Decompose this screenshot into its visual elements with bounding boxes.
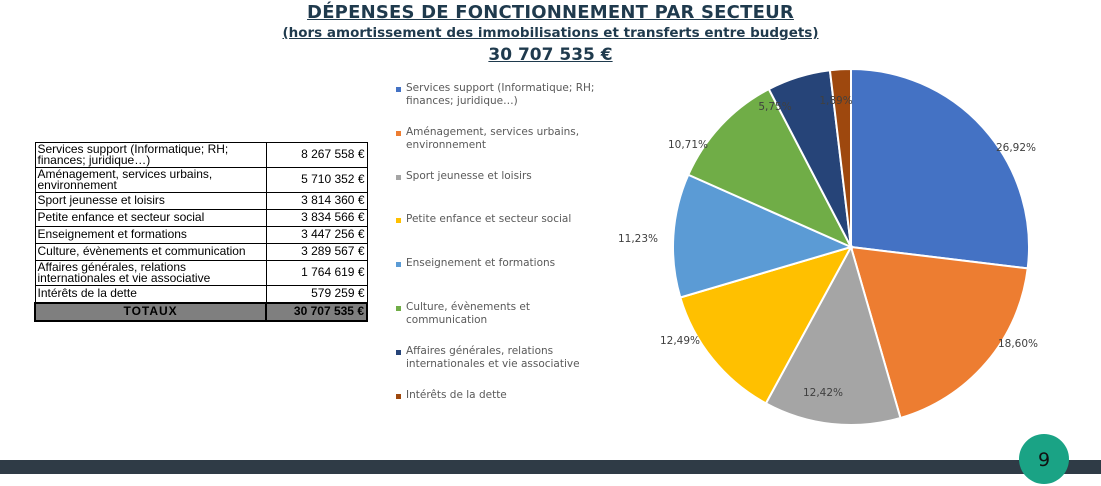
table-cell-value: 3 834 566 € [265, 209, 368, 227]
page-number-badge: 9 [1019, 434, 1069, 484]
table-cell-label: Enseignement et formations [34, 226, 267, 244]
legend-label: Enseignement et formations [406, 257, 556, 269]
legend-swatch [396, 87, 401, 92]
total-amount: 30 707 535 € [488, 45, 613, 65]
legend-label: Affaires générales, relations internatio… [406, 345, 580, 370]
table-cell-label: Affaires générales, relations internatio… [34, 260, 267, 286]
legend-swatch [396, 218, 401, 223]
data-label: 26,92% [996, 142, 1036, 154]
data-label: 5,75% [758, 101, 791, 113]
table-cell-value: 1 764 619 € [265, 260, 368, 286]
table-row: Enseignement et formations 3 447 256 € [34, 226, 368, 244]
legend-swatch [396, 394, 401, 399]
pie-slice [764, 244, 902, 426]
legend-label: Culture, évènements et communication [406, 301, 530, 326]
pie-slice [679, 245, 854, 405]
table-cell-value: 5 710 352 € [265, 167, 368, 193]
table-total-row: TOTAUX 30 707 535 € [33, 302, 368, 322]
legend-label: Intérêts de la dette [406, 389, 507, 401]
legend-label: Aménagement, services urbains, environne… [406, 126, 580, 151]
data-label: 12,49% [660, 335, 700, 347]
table-cell-label: Petite enfance et secteur social [34, 209, 267, 227]
pie-slice [828, 67, 852, 248]
pie-chart: 26,92% 18,60% 12,42% 12,49% 11,23% 10,71% 5,75… [618, 67, 1038, 426]
table-total-label: TOTAUX [33, 302, 268, 322]
table-cell-value: 3 447 256 € [265, 226, 368, 244]
pie-slice [672, 173, 854, 299]
legend-swatch [396, 306, 401, 311]
expenses-table: Services support (Informatique; RH; fina… [33, 142, 368, 322]
table-cell-value: 3 289 567 € [265, 243, 368, 261]
table-cell-label: Aménagement, services urbains, environne… [34, 167, 267, 193]
table-row: Aménagement, services urbains, environne… [34, 167, 368, 193]
legend-swatch [396, 175, 401, 180]
legend-label: Services support (Informatique; RH; fina… [406, 82, 595, 107]
table-total-value: 30 707 535 € [265, 302, 368, 322]
page-subtitle: (hors amortissement des immobilisations … [282, 25, 819, 41]
legend-label: Petite enfance et secteur social [406, 213, 572, 225]
data-label: 12,42% [803, 387, 843, 399]
table-cell-label: Services support (Informatique; RH; fina… [34, 142, 267, 168]
data-label: 1,89% [819, 95, 852, 107]
pie-slice [849, 245, 1029, 420]
legend-label: Sport jeunesse et loisirs [406, 170, 532, 182]
legend-swatch [396, 350, 401, 355]
footer-bar [0, 460, 1101, 474]
legend-swatch [396, 262, 401, 267]
data-label: 10,71% [668, 139, 708, 151]
data-label: 18,60% [998, 338, 1038, 350]
pie-slice [686, 87, 854, 250]
legend-swatch [396, 131, 401, 136]
page-title: DÉPENSES DE FONCTIONNEMENT PAR SECTEUR [307, 2, 794, 23]
pie-slice [850, 67, 1030, 270]
table-row: Affaires générales, relations internatio… [34, 260, 368, 286]
table-row: Petite enfance et secteur social 3 834 5… [34, 209, 368, 227]
data-label: 11,23% [618, 233, 658, 245]
